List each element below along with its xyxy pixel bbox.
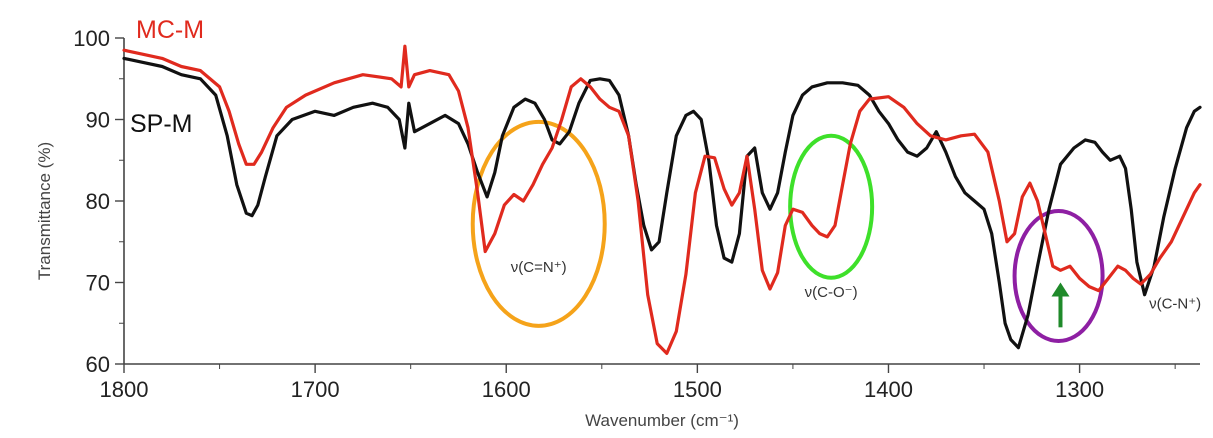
annotation-label: ν(C=N⁺)	[511, 259, 567, 276]
annotation-label: ν(C-N⁺)	[1149, 296, 1201, 313]
x-axis-title: Wavenumber (cm⁻¹)	[585, 411, 739, 430]
y-tick-label: 90	[86, 108, 110, 133]
chart-axes: 60 70 80 90 100 1800 1700 1600 1500 1400 1300 Waven…	[35, 26, 1200, 430]
y-tick-label: 80	[86, 189, 110, 214]
x-tick-label: 1500	[673, 377, 722, 402]
x-tick-label: 1800	[100, 377, 149, 402]
y-tick-label: 60	[86, 352, 110, 377]
highlight-ellipse	[1012, 208, 1105, 343]
series-line	[122, 44, 1202, 355]
series-label-mc-m: MC-M	[136, 16, 204, 44]
annotation-label: ν(C-O⁻)	[805, 284, 858, 301]
y-tick-label: 70	[86, 271, 110, 296]
arrow-head	[1051, 282, 1070, 297]
highlight-ellipses	[470, 119, 1105, 343]
y-tick-label: 100	[73, 26, 110, 51]
series-line	[122, 56, 1202, 350]
x-tick-label: 1400	[864, 377, 913, 402]
x-tick-label: 1600	[482, 377, 531, 402]
highlight-ellipse	[788, 133, 875, 280]
x-tick-label: 1700	[291, 377, 340, 402]
series-label-sp-m: SP-M	[130, 110, 193, 138]
chart-labels: MC-M SP-M ν(C=N⁺) ν(C-O⁻) ν(C-N⁺)	[130, 16, 1201, 328]
x-tick-label: 1300	[1055, 377, 1104, 402]
highlight-ellipse	[470, 119, 607, 328]
y-axis-title: Transmittance (%)	[35, 142, 54, 280]
chart-series	[122, 44, 1202, 355]
